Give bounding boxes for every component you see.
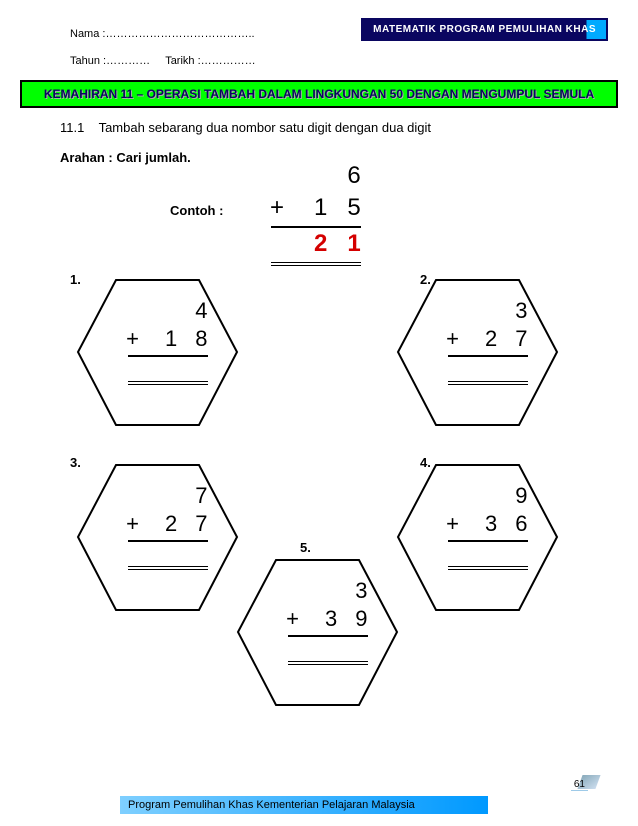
plus-sign: + bbox=[270, 192, 284, 224]
example-bottom-ones: 5 bbox=[347, 192, 360, 224]
bottom-ones: 9 bbox=[355, 605, 367, 633]
example-label: Contoh : bbox=[170, 203, 223, 218]
example-answer-ones: 1 bbox=[347, 228, 360, 260]
addition-problem: 4 + 1 8 bbox=[108, 297, 208, 385]
double-line bbox=[448, 381, 528, 385]
subject-badge: MATEMATIK PROGRAM PEMULIHAN KHAS bbox=[361, 18, 608, 41]
name-field-label: Nama :………………………………….. bbox=[70, 28, 255, 40]
double-line bbox=[448, 566, 528, 570]
double-line bbox=[288, 661, 368, 665]
top-ones: 3 bbox=[355, 577, 367, 605]
addition-problem: 3 + 3 9 bbox=[268, 577, 368, 665]
problem-label: 5. bbox=[300, 540, 311, 555]
addition-problem: 3 + 2 7 bbox=[428, 297, 528, 385]
bottom-tens: 3 bbox=[485, 510, 497, 538]
plus-sign: + bbox=[126, 325, 139, 353]
section-text: Tambah sebarang dua nombor satu digit de… bbox=[99, 120, 431, 135]
sum-line bbox=[288, 635, 368, 659]
worksheet-page: Nama :………………………………….. Tahun :………… Tarikh… bbox=[0, 0, 638, 826]
top-ones: 7 bbox=[195, 482, 207, 510]
year-date-row: Tahun :………… Tarikh :…………… bbox=[70, 55, 256, 67]
plus-sign: + bbox=[126, 510, 139, 538]
problem-hexagon: 3 + 2 7 bbox=[395, 275, 560, 425]
plus-sign: + bbox=[286, 605, 299, 633]
top-ones: 4 bbox=[195, 297, 207, 325]
example-problem: 6 + 1 5 2 1 bbox=[270, 160, 361, 266]
sum-line bbox=[448, 355, 528, 379]
sum-line bbox=[448, 540, 528, 564]
section-subtitle: 11.1 Tambah sebarang dua nombor satu dig… bbox=[60, 120, 431, 135]
bottom-tens: 3 bbox=[325, 605, 337, 633]
plus-sign: + bbox=[446, 510, 459, 538]
double-line bbox=[128, 566, 208, 570]
footer-bar: Program Pemulihan Khas Kementerian Pelaj… bbox=[120, 796, 488, 814]
double-line bbox=[128, 381, 208, 385]
example-answer-tens: 2 bbox=[314, 228, 327, 260]
bottom-tens: 2 bbox=[165, 510, 177, 538]
bottom-ones: 7 bbox=[515, 325, 527, 353]
addition-problem: 7 + 2 7 bbox=[108, 482, 208, 570]
problem-hexagon: 7 + 2 7 bbox=[75, 460, 240, 610]
addition-problem: 9 + 3 6 bbox=[428, 482, 528, 570]
problem-hexagon: 4 + 1 8 bbox=[75, 275, 240, 425]
bottom-ones: 6 bbox=[515, 510, 527, 538]
bottom-tens: 1 bbox=[165, 325, 177, 353]
page-number: 61 bbox=[571, 779, 588, 791]
problem-hexagon: 9 + 3 6 bbox=[395, 460, 560, 610]
skill-banner: KEMAHIRAN 11 – OPERASI TAMBAH DALAM LING… bbox=[20, 80, 618, 108]
section-number: 11.1 bbox=[60, 120, 84, 135]
bottom-ones: 8 bbox=[195, 325, 207, 353]
example-bottom-tens: 1 bbox=[314, 192, 327, 224]
top-ones: 9 bbox=[515, 482, 527, 510]
sum-line bbox=[128, 355, 208, 379]
sum-line bbox=[128, 540, 208, 564]
date-label: Tarikh :…………… bbox=[165, 55, 255, 67]
bottom-tens: 2 bbox=[485, 325, 497, 353]
bottom-ones: 7 bbox=[195, 510, 207, 538]
problem-hexagon: 3 + 3 9 bbox=[235, 555, 400, 705]
instruction-text: Arahan : Cari jumlah. bbox=[60, 150, 191, 165]
example-top-ones: 6 bbox=[347, 160, 360, 192]
top-ones: 3 bbox=[515, 297, 527, 325]
plus-sign: + bbox=[446, 325, 459, 353]
year-label: Tahun :………… bbox=[70, 55, 150, 67]
